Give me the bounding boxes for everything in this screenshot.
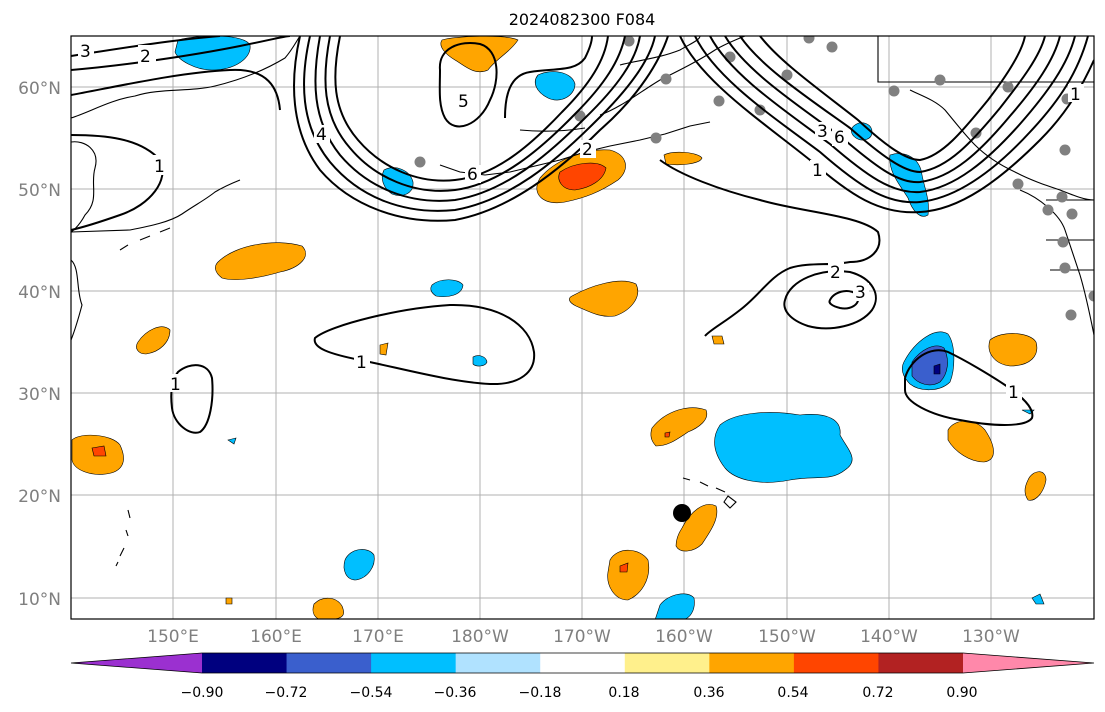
positive-anomaly-area — [711, 335, 725, 345]
positive-anomaly-area — [664, 431, 671, 438]
lat-label: 50°N — [18, 181, 61, 201]
contour-lines — [71, 36, 1094, 434]
positive-anomaly-area — [988, 333, 1038, 367]
positive-anomaly-area — [1024, 471, 1047, 501]
contour-label: 1 — [812, 161, 823, 181]
map-title: 2024082300 F084 — [509, 10, 656, 29]
contour-label: 2 — [582, 140, 593, 160]
colorbar-segment — [878, 653, 964, 673]
contour-label-group: 2 3 1 2 4 6 5 3 6 1 2 3 1 1 — [78, 40, 1084, 403]
colorbar-extend-high — [963, 653, 1094, 673]
colorbar-tick-label: −0.36 — [434, 685, 477, 701]
colorbar-tick-label: 0.90 — [946, 685, 977, 701]
lat-label: 20°N — [18, 487, 61, 507]
lon-label: 130°W — [962, 627, 1020, 647]
negative-anomaly-area — [343, 549, 375, 581]
colorbar-tick-label: 0.36 — [693, 685, 724, 701]
positive-anomaly-area — [312, 597, 344, 619]
colorbar-tick-label: −0.72 — [265, 685, 308, 701]
negative-anomaly-area — [655, 593, 695, 619]
lat-label: 60°N — [18, 79, 61, 99]
anomaly-fill — [71, 36, 1047, 619]
positive-anomaly-area — [558, 162, 607, 191]
negative-anomaly-area — [889, 153, 929, 217]
lat-label: 40°N — [18, 283, 61, 303]
negative-anomaly-area — [227, 437, 237, 445]
lon-label: 150°W — [758, 627, 816, 647]
negative-anomaly-area — [1031, 593, 1045, 605]
contour-label: 1 — [154, 157, 165, 177]
contour-label: 3 — [817, 122, 828, 142]
colorbar-tick-label: −0.54 — [350, 685, 393, 701]
colorbar-tick-label: −0.18 — [519, 685, 562, 701]
colorbar-segment — [371, 653, 457, 673]
lon-label: 140°W — [860, 627, 918, 647]
colorbar-outline — [70, 652, 1095, 674]
lon-label: 160°E — [250, 627, 302, 647]
contour-label: 5 — [458, 92, 469, 112]
colorbar-tick-label: −0.90 — [181, 685, 224, 701]
contour-label: 2 — [830, 263, 841, 283]
positive-anomaly-area — [225, 597, 233, 605]
colorbar-tick-label: 0.54 — [777, 685, 808, 701]
colorbar — [70, 652, 1095, 674]
station-markers — [414, 36, 1094, 321]
contour-label: 6 — [834, 128, 845, 148]
contour-label: 1 — [1008, 383, 1019, 403]
positive-anomaly-area — [136, 326, 171, 355]
contour-label: 4 — [316, 125, 327, 145]
negative-anomaly-area — [430, 279, 464, 297]
colorbar-extend-low — [71, 653, 202, 673]
positive-anomaly-area — [607, 549, 650, 601]
positive-anomaly-area — [379, 342, 389, 356]
strong-negative-anomaly-area — [933, 363, 941, 375]
lon-label: 150°E — [147, 627, 199, 647]
negative-anomaly-area — [714, 412, 853, 483]
contour-label: 6 — [467, 165, 478, 185]
longitude-axis: 150°E 160°E 170°E 180°W 170°W 160°W 150°… — [147, 627, 1020, 647]
colorbar-tick-label: 0.18 — [608, 685, 639, 701]
positive-anomaly-area — [91, 445, 107, 457]
lon-label: 160°W — [655, 627, 713, 647]
positive-anomaly-area — [619, 562, 629, 573]
lat-label: 30°N — [18, 385, 61, 405]
map-frame — [70, 35, 1095, 620]
colorbar-segment — [455, 653, 541, 673]
contour-label: 1 — [1070, 85, 1081, 105]
colorbar-segment — [286, 653, 372, 673]
lon-label: 170°E — [352, 627, 404, 647]
latitude-axis: 60°N 50°N 40°N 30°N 20°N 10°N — [18, 79, 61, 610]
colorbar-ticks: −0.90 −0.72 −0.54 −0.36 −0.18 0.18 0.36 … — [181, 685, 978, 701]
lat-label: 10°N — [18, 590, 61, 610]
lon-label: 170°W — [553, 627, 611, 647]
contour-label: 3 — [80, 42, 91, 62]
colorbar-segment — [624, 653, 710, 673]
contour-label: 2 — [140, 47, 151, 67]
colorbar-tick-label: 0.72 — [862, 685, 893, 701]
positive-anomaly-area — [675, 504, 718, 552]
positive-anomaly-area — [215, 242, 306, 280]
colorbar-segment — [793, 653, 879, 673]
positive-anomaly-area — [663, 151, 703, 166]
contour-label: 3 — [855, 283, 866, 303]
contour-label: 1 — [170, 375, 181, 395]
storm-position-marker — [673, 504, 691, 522]
positive-anomaly-area — [569, 280, 638, 317]
negative-anomaly-area — [472, 355, 488, 367]
lon-label: 180°W — [451, 627, 509, 647]
negative-anomaly-area — [535, 71, 576, 101]
colorbar-segment — [540, 653, 626, 673]
contour-label: 1 — [356, 353, 367, 373]
colorbar-segment — [709, 653, 795, 673]
colorbar-segment — [202, 653, 288, 673]
